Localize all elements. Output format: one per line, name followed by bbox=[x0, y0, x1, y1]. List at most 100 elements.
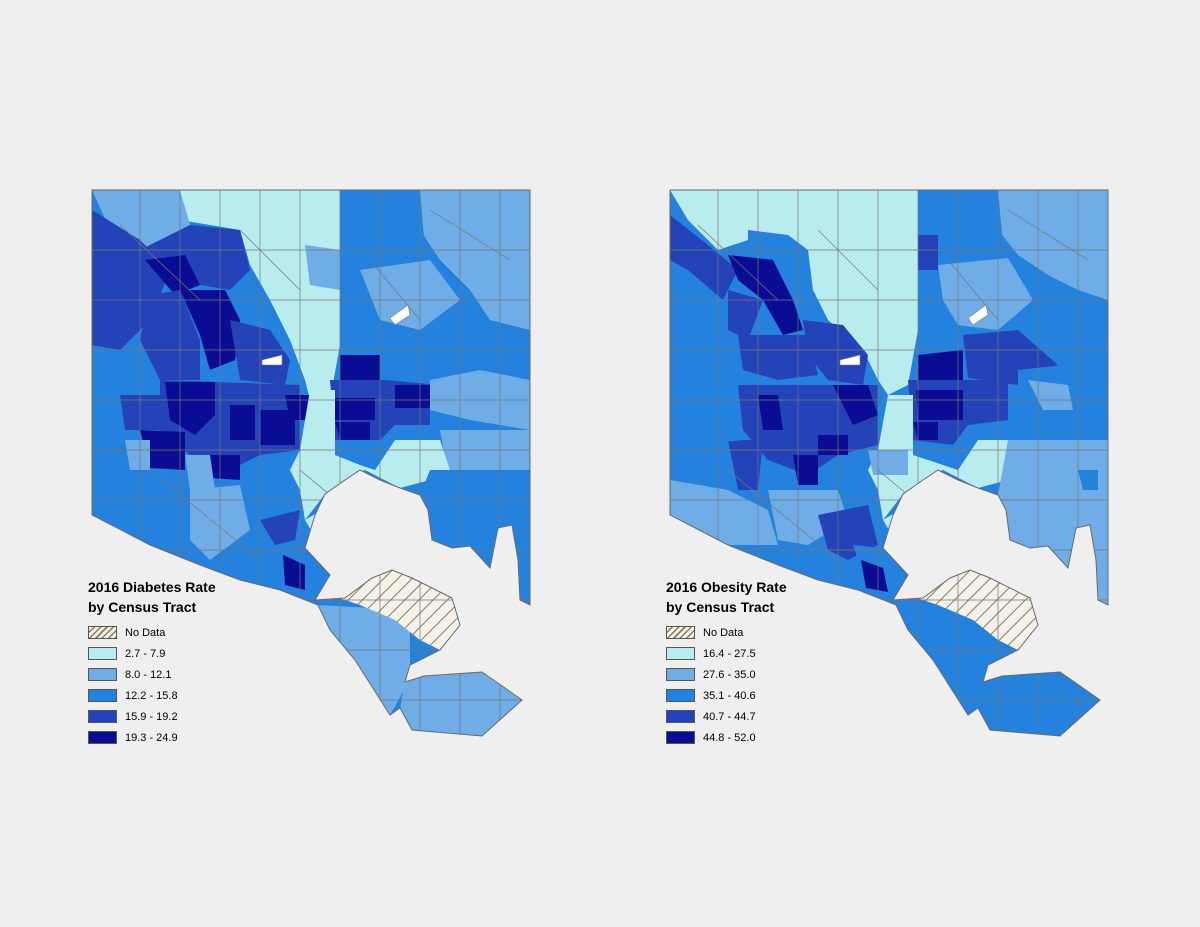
legend-label: 35.1 - 40.6 bbox=[703, 689, 756, 702]
legend-swatch bbox=[88, 710, 117, 723]
legend-row: 35.1 - 40.6 bbox=[666, 685, 866, 706]
legend-label: 12.2 - 15.8 bbox=[125, 689, 178, 702]
tract bbox=[420, 470, 530, 605]
tract bbox=[260, 510, 300, 545]
legend-label: 40.7 - 44.7 bbox=[703, 710, 756, 723]
legend-label: No Data bbox=[125, 626, 166, 639]
tract bbox=[185, 455, 215, 490]
reservoir bbox=[261, 354, 283, 366]
legend-row: 19.3 - 24.9 bbox=[88, 727, 288, 748]
tract bbox=[868, 450, 908, 475]
legend-swatch bbox=[666, 668, 695, 681]
tract bbox=[335, 422, 370, 440]
tract bbox=[861, 560, 888, 592]
tract bbox=[305, 500, 405, 545]
tract bbox=[793, 455, 818, 485]
legend-label: 15.9 - 19.2 bbox=[125, 710, 178, 723]
legend-items: No Data 2.7 - 7.9 8.0 - 12.1 12.2 - 15.8 15.… bbox=[88, 622, 288, 748]
legend-label: No Data bbox=[703, 626, 744, 639]
tract bbox=[230, 405, 255, 440]
legend-row: 2.7 - 7.9 bbox=[88, 643, 288, 664]
no-data-area bbox=[908, 570, 1038, 650]
legend-label: 16.4 - 27.5 bbox=[703, 647, 756, 660]
tract bbox=[335, 398, 375, 420]
tract bbox=[896, 605, 988, 715]
tract bbox=[420, 190, 530, 330]
tract bbox=[918, 235, 938, 270]
city-boundary bbox=[91, 189, 531, 737]
legend-swatch bbox=[88, 668, 117, 681]
legend-label: 2.7 - 7.9 bbox=[125, 647, 166, 660]
tract bbox=[140, 290, 200, 380]
legend-row: 16.4 - 27.5 bbox=[666, 643, 866, 664]
reservoir bbox=[389, 304, 411, 326]
tract bbox=[883, 500, 988, 545]
tract bbox=[998, 440, 1108, 605]
tract bbox=[205, 455, 240, 480]
tract bbox=[125, 440, 150, 470]
legend-swatch-no-data bbox=[88, 626, 117, 639]
tract bbox=[916, 390, 963, 420]
legend-swatch bbox=[666, 731, 695, 744]
legend-title: 2016 Obesity Rate bbox=[666, 579, 787, 595]
tract bbox=[92, 190, 190, 255]
tract bbox=[165, 382, 215, 435]
legend-subtitle: by Census Tract bbox=[88, 599, 197, 615]
tract bbox=[978, 672, 1100, 736]
legend-swatch bbox=[666, 710, 695, 723]
tract bbox=[380, 330, 480, 385]
legend-swatch bbox=[666, 689, 695, 702]
tract bbox=[400, 672, 522, 736]
tract bbox=[283, 555, 305, 590]
legend-row: No Data bbox=[666, 622, 866, 643]
tract bbox=[918, 350, 963, 380]
tract bbox=[728, 255, 803, 335]
reservoir bbox=[839, 354, 861, 366]
tract bbox=[305, 245, 340, 290]
diabetes-map bbox=[91, 189, 531, 737]
legend-row: 27.6 - 35.0 bbox=[666, 664, 866, 685]
tract bbox=[918, 190, 1003, 265]
tract bbox=[1078, 470, 1098, 490]
legend-row: 8.0 - 12.1 bbox=[88, 664, 288, 685]
tract bbox=[260, 410, 295, 445]
tract bbox=[758, 395, 783, 430]
legend-items: No Data 16.4 - 27.5 27.6 - 35.0 35.1 - 40.6… bbox=[666, 622, 866, 748]
tract bbox=[92, 470, 200, 545]
legend-label: 44.8 - 52.0 bbox=[703, 731, 756, 744]
tract bbox=[285, 395, 310, 420]
tract bbox=[120, 395, 165, 430]
tract bbox=[395, 385, 430, 408]
tract bbox=[688, 400, 743, 445]
city-boundary bbox=[669, 189, 1109, 737]
legend-swatch bbox=[88, 689, 117, 702]
legend-row: No Data bbox=[88, 622, 288, 643]
tract bbox=[670, 300, 728, 375]
no-data-area bbox=[330, 570, 460, 650]
tract bbox=[913, 422, 938, 440]
tract bbox=[318, 605, 410, 715]
legend-subtitle: by Census Tract bbox=[666, 599, 775, 615]
tract bbox=[748, 190, 918, 395]
legend-row: 44.8 - 52.0 bbox=[666, 727, 866, 748]
tract bbox=[1028, 380, 1073, 410]
legend-swatch-no-data bbox=[666, 626, 695, 639]
legend-swatch bbox=[666, 647, 695, 660]
tract bbox=[290, 390, 450, 520]
tract bbox=[340, 355, 380, 380]
tract bbox=[728, 290, 763, 340]
tract bbox=[818, 435, 848, 455]
tract bbox=[670, 215, 738, 300]
legend-label: 27.6 - 35.0 bbox=[703, 668, 756, 681]
diabetes-legend: 2016 Diabetes Rate by Census Tract No Da… bbox=[88, 577, 288, 748]
tract bbox=[145, 255, 200, 295]
tract bbox=[803, 320, 868, 385]
tract bbox=[833, 385, 878, 425]
legend-label: 19.3 - 24.9 bbox=[125, 731, 178, 744]
obesity-legend: 2016 Obesity Rate by Census Tract No Dat… bbox=[666, 577, 866, 748]
reservoir bbox=[967, 304, 989, 326]
legend-label: 8.0 - 12.1 bbox=[125, 668, 172, 681]
legend-title: 2016 Diabetes Rate bbox=[88, 579, 216, 595]
legend-row: 15.9 - 19.2 bbox=[88, 706, 288, 727]
